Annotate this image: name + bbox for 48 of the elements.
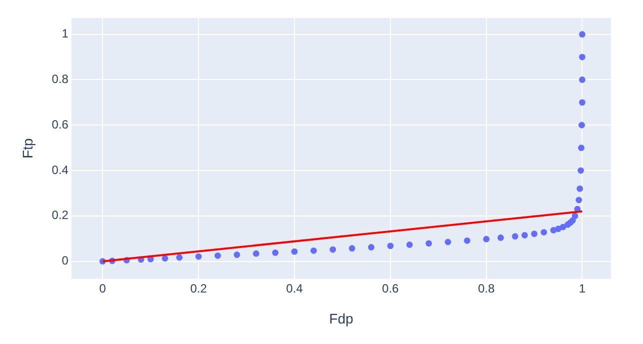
y-tick-label: 0.4 bbox=[52, 162, 69, 177]
y-axis-title: Ftp bbox=[19, 138, 36, 159]
point bbox=[579, 31, 586, 38]
point bbox=[576, 185, 584, 192]
y-tick-label: 1 bbox=[62, 26, 69, 41]
point bbox=[444, 238, 452, 246]
x-tick-label: 0.4 bbox=[286, 281, 304, 296]
point bbox=[387, 242, 394, 250]
point bbox=[531, 230, 538, 238]
point bbox=[214, 252, 221, 259]
x-tick-label: 0.8 bbox=[478, 281, 495, 296]
point bbox=[234, 252, 240, 258]
point bbox=[252, 250, 260, 257]
point bbox=[540, 229, 548, 236]
y-tick-label: 0.6 bbox=[52, 117, 69, 132]
point bbox=[291, 248, 298, 255]
point bbox=[578, 144, 584, 152]
y-tick-label: 0.2 bbox=[52, 208, 69, 222]
x-tick-label: 0.6 bbox=[382, 281, 400, 296]
point bbox=[521, 232, 528, 238]
point bbox=[579, 76, 586, 83]
x-axis-title: Fdp bbox=[329, 310, 354, 326]
point bbox=[426, 240, 432, 247]
point bbox=[348, 245, 356, 252]
point bbox=[512, 233, 518, 240]
point bbox=[330, 246, 336, 253]
point bbox=[578, 122, 585, 128]
point bbox=[576, 196, 582, 204]
x-tick-label: 0 bbox=[99, 281, 106, 296]
point bbox=[176, 254, 183, 261]
point bbox=[310, 247, 317, 254]
point bbox=[498, 234, 504, 241]
point bbox=[368, 244, 374, 250]
point bbox=[406, 242, 413, 248]
point bbox=[579, 54, 586, 60]
point bbox=[195, 253, 202, 260]
point bbox=[272, 250, 278, 256]
point bbox=[578, 167, 584, 174]
point bbox=[579, 99, 586, 106]
y-tick-label: 0.8 bbox=[52, 72, 69, 86]
point bbox=[483, 236, 490, 242]
point bbox=[572, 212, 578, 220]
point bbox=[464, 237, 470, 244]
x-tick-label: 1 bbox=[578, 281, 586, 296]
y-tick-label: 0 bbox=[62, 254, 69, 268]
x-tick-label: 0.2 bbox=[190, 281, 208, 296]
point bbox=[162, 255, 168, 262]
point bbox=[560, 224, 566, 230]
